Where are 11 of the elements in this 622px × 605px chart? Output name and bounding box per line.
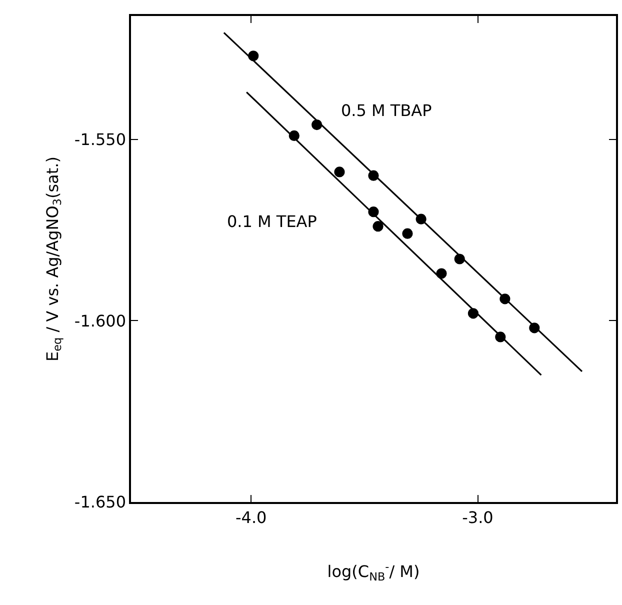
y-tick-label: -1.550 (74, 130, 126, 149)
point (334, 166, 345, 178)
point (372, 221, 384, 232)
point (402, 228, 413, 239)
x-tick-label: -3.0 (462, 508, 494, 527)
y-tick-label: -1.600 (74, 311, 126, 330)
y-tick-label: -1.650 (74, 492, 126, 512)
x-tick-label: -4.0 (236, 508, 267, 527)
x-axis-title: log(C$_{NB}$$^{-}$/ M) (327, 560, 420, 584)
text: 0.1 M TEAP (227, 212, 318, 231)
series-label: 0.5 M TBAP (341, 101, 432, 120)
